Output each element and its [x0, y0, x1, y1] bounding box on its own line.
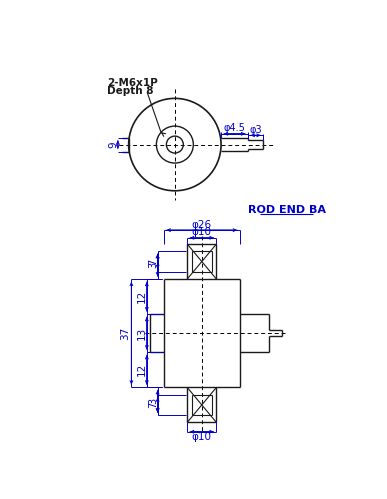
- Text: φ3: φ3: [249, 125, 262, 135]
- Text: φ4.5: φ4.5: [224, 123, 245, 133]
- Text: 12: 12: [137, 290, 146, 303]
- Text: ROD END BA: ROD END BA: [248, 205, 325, 215]
- Text: 9: 9: [108, 141, 118, 148]
- Text: Depth 8: Depth 8: [107, 86, 154, 96]
- Text: 3: 3: [148, 398, 158, 404]
- Text: φ10: φ10: [192, 432, 212, 442]
- Text: 7: 7: [148, 258, 158, 264]
- Text: 12: 12: [137, 363, 146, 376]
- Text: 3: 3: [148, 262, 158, 268]
- Text: 7: 7: [148, 402, 158, 408]
- Text: 2-M6x1P: 2-M6x1P: [107, 78, 158, 88]
- Text: φ10: φ10: [192, 228, 212, 238]
- Text: φ26: φ26: [192, 220, 212, 230]
- Text: 37: 37: [120, 327, 130, 340]
- Text: 13: 13: [137, 327, 146, 340]
